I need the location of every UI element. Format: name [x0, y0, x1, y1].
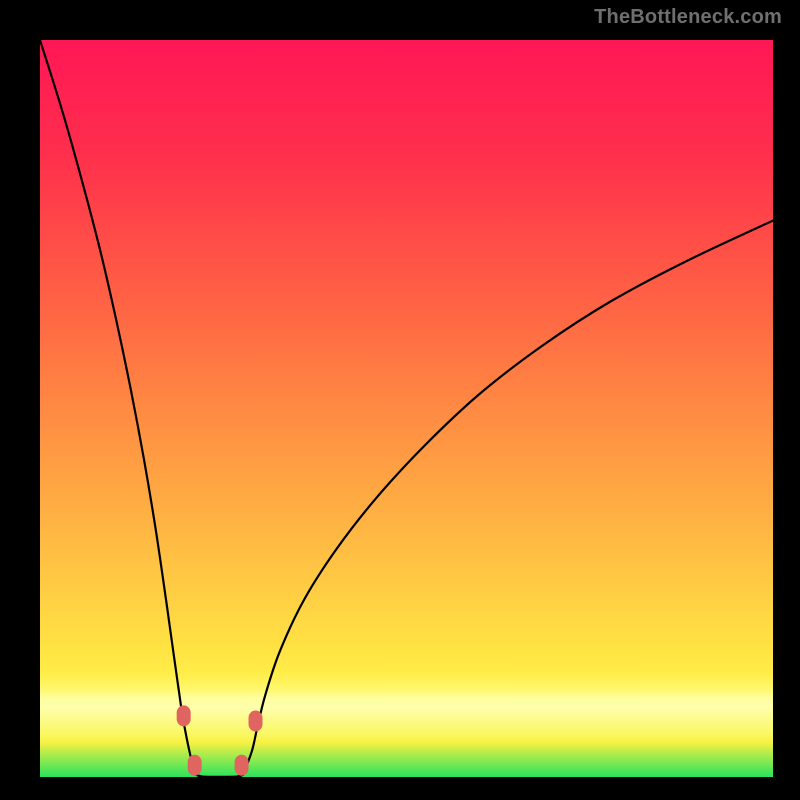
watermark-text: TheBottleneck.com — [594, 6, 782, 29]
chart-background — [40, 40, 773, 777]
chart-area — [40, 40, 773, 777]
